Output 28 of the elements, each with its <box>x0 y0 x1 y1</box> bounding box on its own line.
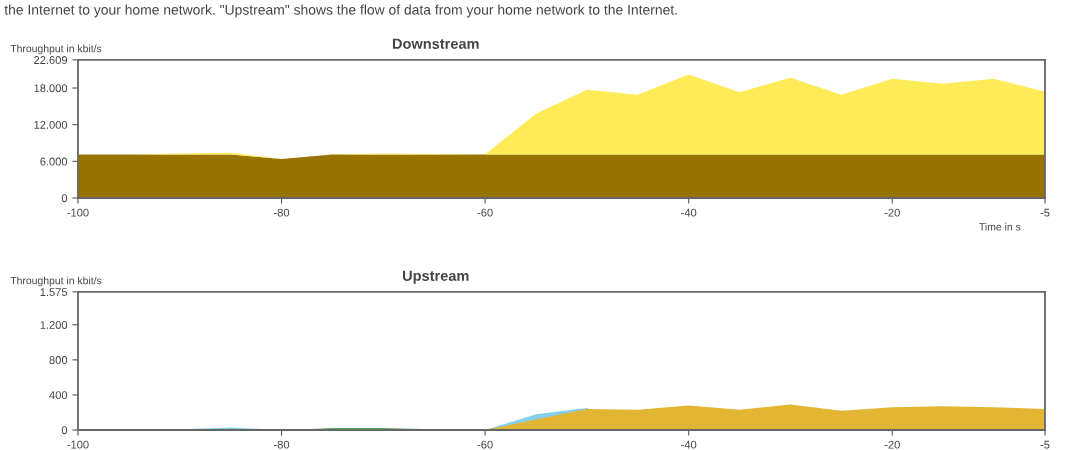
y-tick-label: 0 <box>61 426 68 435</box>
y-tick-label: 6.000 <box>40 157 68 166</box>
chart-title: Downstream <box>392 38 479 49</box>
x-tick-label: -5 <box>1040 440 1050 449</box>
chart-title: Upstream <box>403 270 469 284</box>
y-tick-label: 18.000 <box>34 84 68 93</box>
x-tick-label: -80 <box>274 208 290 217</box>
y-tick-label: 400 <box>49 391 68 400</box>
x-tick-label: -20 <box>884 440 900 449</box>
x-tick-label: -80 <box>274 440 290 449</box>
y-tick-label: 800 <box>49 356 68 364</box>
y-tick-label: 1.200 <box>40 321 68 329</box>
x-tick-label: -5 <box>1040 208 1050 217</box>
y-axis-title: Throughput in kbit/s <box>10 44 102 55</box>
y-tick-label: 12.000 <box>34 120 68 129</box>
y-tick-label: 0 <box>61 194 68 203</box>
x-tick-label: -100 <box>67 208 89 217</box>
y-tick-label: 1.575 <box>40 288 68 297</box>
x-tick-label: -60 <box>477 208 493 217</box>
x-tick-label: -100 <box>67 440 89 449</box>
y-tick-label: 22.609 <box>34 56 68 64</box>
x-tick-label: -60 <box>477 440 493 449</box>
text: the Internet to your home network. "Upstream" shows the flow of data from your home network to the Internet. <box>4 4 677 18</box>
x-tick-label: -40 <box>681 440 697 449</box>
x-tick-label: -20 <box>884 208 900 217</box>
y-axis-title: Throughput in kbit/s <box>10 276 102 287</box>
x-axis-title: Time in s <box>979 222 1021 231</box>
x-tick-label: -40 <box>681 208 697 217</box>
